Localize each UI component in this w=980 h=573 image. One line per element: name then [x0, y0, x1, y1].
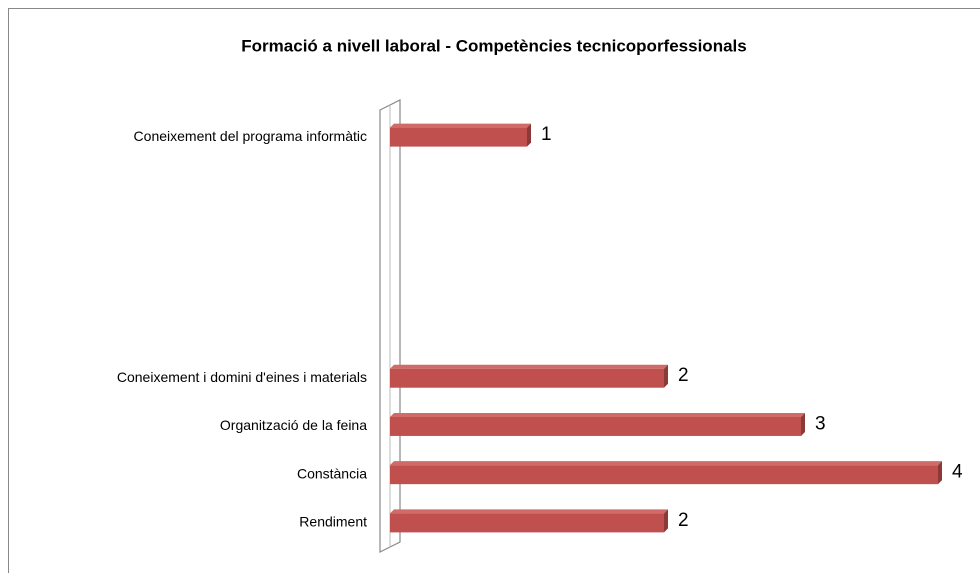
bar — [390, 465, 938, 485]
bar-side — [938, 461, 942, 485]
bar — [390, 416, 801, 436]
bar-side — [664, 364, 668, 388]
data-label: 3 — [815, 413, 826, 434]
data-label: 4 — [952, 462, 963, 483]
bar-side — [664, 509, 668, 533]
bar — [390, 368, 664, 388]
y-tick-label: Coneixement i domini d'eines i materials — [117, 369, 367, 385]
data-label: 2 — [678, 510, 689, 531]
data-label: 1 — [541, 124, 552, 145]
bar — [390, 127, 527, 147]
y-tick-label: Constància — [297, 465, 367, 481]
bar-top — [390, 412, 805, 417]
bar — [390, 513, 664, 533]
bar-side — [801, 412, 805, 436]
bar-top — [390, 461, 942, 466]
bar-top — [390, 364, 668, 369]
bar-top — [390, 123, 531, 128]
y-tick-label: Coneixement del programa informàtic — [134, 128, 367, 144]
data-label: 2 — [678, 365, 689, 386]
bar-side — [527, 123, 531, 147]
bar-top — [390, 509, 668, 514]
chart-title: Formació a nivell laboral - Competències… — [241, 36, 746, 55]
y-tick-label: Organització de la feina — [220, 417, 367, 433]
chart-border — [8, 8, 980, 573]
y-tick-label: Rendiment — [299, 514, 367, 530]
